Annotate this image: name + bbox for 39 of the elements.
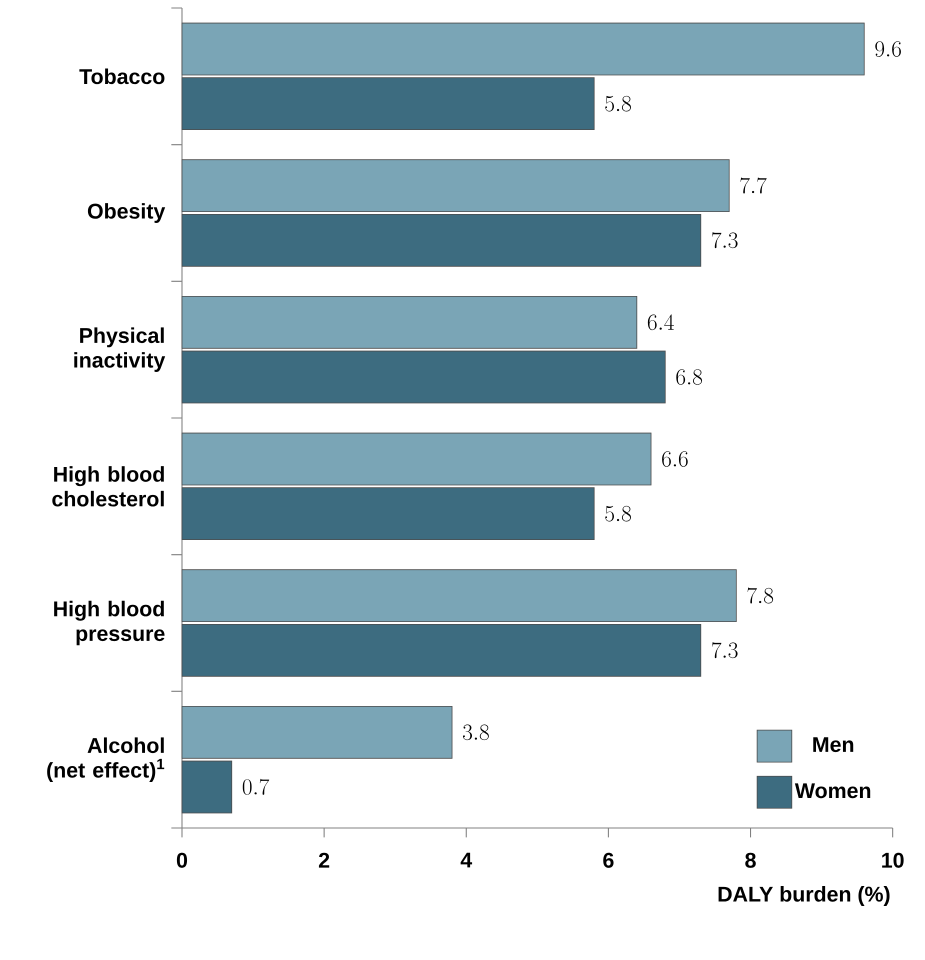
x-tick-label: 4	[460, 852, 472, 868]
data-label: 6.8	[676, 369, 702, 385]
bar	[181, 350, 666, 404]
y-tick-label: High blood cholesterol	[52, 466, 164, 507]
y-tick-label: Physical inactivity	[74, 327, 166, 372]
x-tick-label: 0	[176, 852, 187, 868]
bar	[181, 624, 702, 677]
bar	[181, 159, 730, 212]
x-tick-label: 2	[318, 852, 330, 868]
data-label: 7.7	[740, 178, 766, 194]
y-tick-label: Obesity	[88, 203, 166, 223]
legend-label: Men	[813, 737, 854, 752]
legend-label: Women	[794, 783, 870, 798]
data-label: 5.8	[605, 506, 631, 522]
bar	[181, 569, 737, 622]
y-tick-label: Alcohol (net effect)$^{1}$	[47, 737, 164, 782]
data-label: 7.8	[747, 588, 773, 604]
data-label: 7.3	[712, 642, 738, 658]
bar	[181, 432, 652, 486]
data-label: 3.8	[462, 724, 489, 740]
bar	[181, 706, 452, 759]
data-label: 9.6	[875, 41, 901, 57]
x-tick-label: 10	[882, 852, 904, 868]
data-label: 7.3	[712, 232, 738, 248]
bar	[181, 77, 594, 130]
data-label: 6.6	[662, 451, 688, 467]
x-tick-label: 6	[603, 852, 614, 868]
y-tick-label: Tobacco	[79, 68, 164, 84]
data-label: 5.8	[605, 96, 631, 112]
data-label: 6.4	[648, 314, 674, 330]
bar	[181, 487, 594, 540]
bar	[181, 214, 702, 267]
data-label: 0.7	[242, 778, 269, 795]
x-axis-title: DALY burden (%)	[718, 886, 890, 906]
bar	[181, 296, 638, 349]
x-tick-label: 8	[745, 852, 756, 868]
bar	[181, 760, 232, 814]
bar	[181, 22, 864, 76]
y-tick-label: High blood pressure	[54, 600, 164, 646]
